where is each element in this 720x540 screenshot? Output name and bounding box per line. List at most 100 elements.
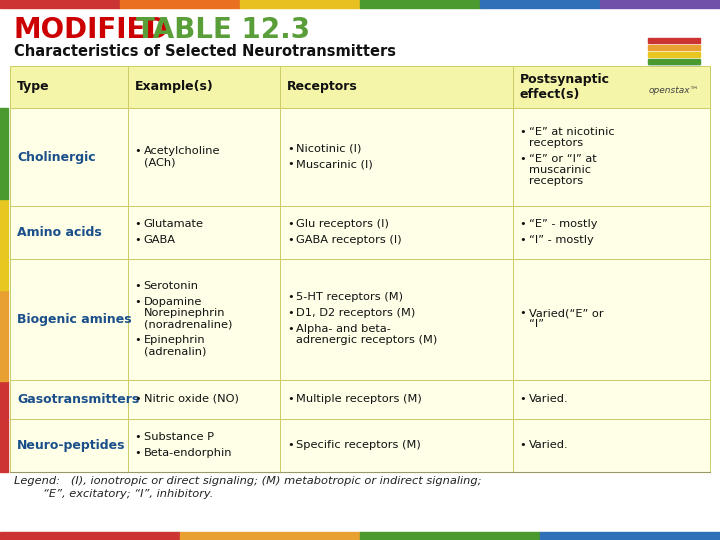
- Text: GABA: GABA: [143, 235, 176, 245]
- Bar: [10, 107, 127, 206]
- Text: •: •: [520, 154, 526, 164]
- Bar: [10, 206, 127, 259]
- Text: •: •: [135, 235, 141, 245]
- Text: Varied.: Varied.: [528, 440, 568, 450]
- Bar: [513, 420, 710, 472]
- Text: •: •: [520, 308, 526, 318]
- Text: Neuro-peptides: Neuro-peptides: [17, 439, 125, 452]
- Bar: [513, 206, 710, 259]
- Text: •: •: [135, 219, 141, 229]
- Text: Beta-endorphin: Beta-endorphin: [143, 448, 232, 458]
- Bar: [0, 107, 8, 199]
- Bar: [648, 73, 700, 78]
- Text: (adrenalin): (adrenalin): [143, 347, 206, 356]
- Text: GABA receptors (I): GABA receptors (I): [296, 235, 402, 245]
- Text: •: •: [135, 297, 141, 307]
- Text: Dopamine: Dopamine: [143, 297, 202, 307]
- Bar: [0, 199, 8, 290]
- Text: Biogenic amines: Biogenic amines: [17, 313, 132, 326]
- Text: •: •: [520, 219, 526, 229]
- Bar: [127, 380, 280, 420]
- Bar: [648, 52, 700, 57]
- Text: receptors: receptors: [528, 176, 582, 186]
- Text: •: •: [287, 292, 294, 302]
- Text: Serotonin: Serotonin: [143, 281, 199, 291]
- Text: Glutamate: Glutamate: [143, 219, 204, 229]
- Text: •: •: [135, 432, 141, 442]
- Text: “E” at nicotinic: “E” at nicotinic: [528, 126, 614, 137]
- Text: Glu receptors (I): Glu receptors (I): [296, 219, 389, 229]
- Bar: [480, 0, 600, 8]
- Bar: [10, 420, 127, 472]
- Text: •: •: [520, 394, 526, 404]
- Bar: [127, 259, 280, 380]
- Bar: [0, 381, 8, 472]
- Text: openstax™: openstax™: [649, 86, 699, 95]
- Text: Postsynaptic
effect(s): Postsynaptic effect(s): [520, 72, 610, 101]
- Text: Receptors: Receptors: [287, 80, 358, 93]
- Bar: [10, 259, 127, 380]
- Text: Varied.: Varied.: [528, 394, 568, 404]
- Text: 5-HT receptors (M): 5-HT receptors (M): [296, 292, 403, 302]
- Bar: [180, 532, 360, 540]
- Text: Varied(“E” or: Varied(“E” or: [528, 308, 603, 318]
- Text: •: •: [135, 281, 141, 291]
- Bar: [513, 66, 710, 107]
- Bar: [0, 532, 180, 540]
- Text: Muscarinic (I): Muscarinic (I): [296, 159, 373, 170]
- Text: •: •: [520, 235, 526, 245]
- Text: Substance P: Substance P: [143, 432, 214, 442]
- Text: Epinephrin: Epinephrin: [143, 335, 205, 345]
- Text: Legend:   (I), ionotropic or direct signaling; (M) metabotropic or indirect sign: Legend: (I), ionotropic or direct signal…: [14, 476, 482, 486]
- Bar: [127, 206, 280, 259]
- Text: “E” - mostly: “E” - mostly: [528, 219, 597, 229]
- Text: “I”: “I”: [528, 320, 544, 329]
- Text: TABLE 12.3: TABLE 12.3: [136, 16, 310, 44]
- Bar: [10, 66, 127, 107]
- Text: Norepinephrin: Norepinephrin: [143, 308, 225, 318]
- Bar: [280, 107, 513, 206]
- Text: (ACh): (ACh): [143, 157, 175, 167]
- Text: •: •: [287, 394, 294, 404]
- Text: •: •: [135, 146, 141, 156]
- Bar: [280, 420, 513, 472]
- Text: •: •: [287, 219, 294, 229]
- Bar: [360, 0, 480, 8]
- Bar: [513, 380, 710, 420]
- Bar: [127, 420, 280, 472]
- Bar: [360, 532, 540, 540]
- Text: •: •: [287, 440, 294, 450]
- Bar: [120, 0, 240, 8]
- Bar: [600, 0, 720, 8]
- Text: Acetylcholine: Acetylcholine: [143, 146, 220, 156]
- Text: •: •: [287, 308, 294, 318]
- Text: •: •: [287, 324, 294, 334]
- Text: (noradrenaline): (noradrenaline): [143, 320, 232, 329]
- Bar: [648, 59, 700, 64]
- Bar: [240, 0, 360, 8]
- Text: MODIFIED: MODIFIED: [14, 16, 169, 44]
- Text: •: •: [287, 159, 294, 170]
- Text: •: •: [520, 440, 526, 450]
- Text: •: •: [287, 235, 294, 245]
- Text: adrenergic receptors (M): adrenergic receptors (M): [296, 335, 438, 345]
- Text: Example(s): Example(s): [135, 80, 213, 93]
- Bar: [648, 66, 700, 71]
- Bar: [648, 45, 700, 50]
- Text: Nicotinic (I): Nicotinic (I): [296, 144, 361, 153]
- Bar: [280, 380, 513, 420]
- Text: “I” - mostly: “I” - mostly: [528, 235, 593, 245]
- Bar: [513, 107, 710, 206]
- Text: •: •: [287, 144, 294, 153]
- Bar: [648, 38, 700, 43]
- Text: Characteristics of Selected Neurotransmitters: Characteristics of Selected Neurotransmi…: [14, 44, 396, 58]
- Text: •: •: [135, 448, 141, 458]
- Bar: [540, 532, 720, 540]
- Text: •: •: [135, 394, 141, 404]
- Bar: [280, 66, 513, 107]
- Bar: [127, 66, 280, 107]
- Bar: [280, 259, 513, 380]
- Text: •: •: [135, 335, 141, 345]
- Text: Nitric oxide (NO): Nitric oxide (NO): [143, 394, 238, 404]
- Text: Gasotransmitters: Gasotransmitters: [17, 393, 139, 406]
